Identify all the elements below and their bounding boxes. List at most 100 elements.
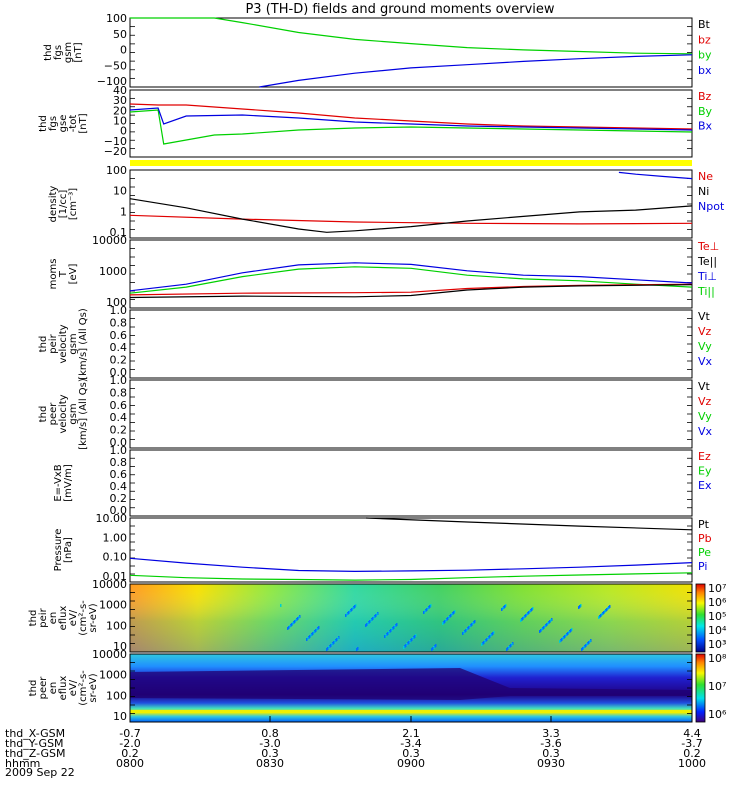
spectrogram-speckle	[326, 648, 328, 651]
spectrogram-speckle	[560, 639, 562, 642]
series-Pt-line	[365, 517, 693, 531]
y-axis-label: (cm²-s-	[78, 600, 89, 636]
y-tick-label: 100	[106, 164, 127, 177]
legend-item: Vt	[698, 310, 711, 323]
y-tick-label: 10	[113, 185, 127, 198]
legend-item: Vz	[698, 325, 712, 338]
spectrogram-speckle	[489, 635, 491, 638]
y-axis-label: eflux	[58, 676, 69, 701]
y-tick-label: 10	[113, 710, 127, 723]
x-row-value: 1000	[678, 757, 706, 770]
colorbar-tick: 10⁴	[708, 624, 727, 637]
spectrogram-speckle	[337, 637, 339, 640]
x-row-value: 0.3	[261, 747, 279, 760]
colorbar-tick: 10⁶	[708, 708, 727, 721]
spectrogram-speckle	[464, 630, 466, 633]
legend-item: Te||	[697, 255, 717, 268]
spectrogram-speckle	[579, 605, 581, 608]
y-axis-label: velocity	[58, 394, 69, 433]
x-row-value: 0800	[116, 757, 144, 770]
spectrogram-speckle	[316, 628, 318, 631]
legend-item: Pb	[698, 532, 712, 545]
spectrogram-speckle	[527, 612, 529, 615]
spectrogram-speckle	[447, 617, 449, 620]
y-tick-label: 10	[113, 115, 127, 128]
spectrogram-speckle	[415, 634, 417, 637]
spectrogram-speckle	[405, 644, 407, 647]
spectrogram-speckle	[546, 623, 548, 626]
spectrogram-speckle	[311, 633, 313, 636]
series-Pe-line	[129, 572, 693, 581]
spectrogram-speckle	[338, 636, 340, 639]
y-tick-label: 10.00	[96, 512, 128, 525]
spectrogram-speckle	[329, 645, 331, 648]
panel-6: 1.00.80.60.40.20.0 thd peer velocity gsm [km/…	[38, 374, 713, 450]
x-row-value: 4.4	[683, 727, 701, 740]
spectrogram-core	[130, 668, 692, 700]
spectrogram-speckle	[374, 615, 376, 618]
spectrogram-speckle	[445, 619, 447, 622]
x-row-value: -2.0	[119, 737, 140, 750]
panel-4: 10000 1000 100 moms T [eV] Te⊥ Te|| Ti⊥ Ti||	[48, 234, 719, 309]
y-tick-label: 1.0	[110, 444, 128, 457]
spectrogram-speckle	[582, 647, 584, 650]
spectrogram-speckle	[567, 632, 569, 635]
spectrogram-speckle	[307, 637, 309, 640]
spectrogram-speckle	[569, 630, 571, 633]
y-axis-label: fgs	[48, 116, 59, 131]
spectrogram-speckle	[502, 607, 504, 610]
colorbar-tick: 10⁸	[708, 652, 727, 665]
spectrogram-speckle	[352, 607, 354, 610]
spectrogram-speckle	[293, 621, 295, 624]
series-Npot-line	[618, 171, 693, 180]
spectrogram-speckle	[367, 622, 369, 625]
panel-frame	[129, 239, 693, 309]
y-tick-label: 1	[120, 205, 127, 218]
legend-item: Vx	[698, 355, 713, 368]
spectrogram-speckle	[580, 604, 582, 607]
spectrogram-speckle	[451, 613, 453, 616]
y-axis-label: [nPa]	[63, 537, 74, 563]
spectrogram-speckle	[327, 647, 329, 650]
y-tick-label: 0.8	[110, 316, 128, 329]
spectrogram-speckle	[443, 621, 445, 624]
spectrogram-speckle	[510, 644, 512, 647]
spectrogram-speckle	[410, 639, 412, 642]
y-tick-label: 10000	[92, 578, 127, 591]
spectrogram-speckle	[433, 646, 435, 649]
spectrogram-speckle	[532, 607, 534, 610]
spectrogram-speckle	[294, 620, 296, 623]
y-axis-label: density	[48, 186, 59, 223]
legend-item: Pe	[698, 546, 711, 559]
spectrogram-speckle	[373, 616, 375, 619]
spectrogram-speckle	[491, 633, 493, 636]
spectrogram-speckle	[423, 611, 425, 614]
spectrogram-speckle	[565, 634, 567, 637]
spectrogram-speckle	[330, 644, 332, 647]
spectrogram-speckle	[539, 630, 541, 633]
y-tick-label: 0.0	[110, 366, 128, 379]
panel-frame	[129, 169, 693, 239]
spectrogram-speckle	[587, 642, 589, 645]
spectrogram-speckle	[377, 612, 379, 615]
spectrogram-speckle	[529, 610, 531, 613]
spectrogram-speckle	[540, 629, 542, 632]
series-Ni-line	[129, 198, 693, 233]
colorbar	[695, 653, 706, 723]
spectrogram-speckle	[309, 635, 311, 638]
spectrogram-speckle	[608, 606, 610, 609]
y-axis-label: thd	[38, 406, 49, 423]
y-axis-label: [cm⁻³]	[68, 188, 79, 220]
figure-title: P3 (TH-D) fields and ground moments over…	[245, 2, 554, 17]
spectrogram-speckle	[605, 609, 607, 612]
spectrogram-speckle	[384, 635, 386, 638]
spectrogram-speckle	[526, 613, 528, 616]
x-row-value: 0.2	[683, 747, 701, 760]
spectrogram-speckle	[549, 620, 551, 623]
y-axis-label: thd	[28, 610, 39, 627]
spectrogram-speckle	[492, 632, 494, 635]
spectrogram-speckle	[442, 622, 444, 625]
spectrogram-speckle	[280, 604, 282, 607]
y-tick-label: 0.2	[110, 492, 128, 505]
spectrogram-speckle	[505, 604, 507, 607]
